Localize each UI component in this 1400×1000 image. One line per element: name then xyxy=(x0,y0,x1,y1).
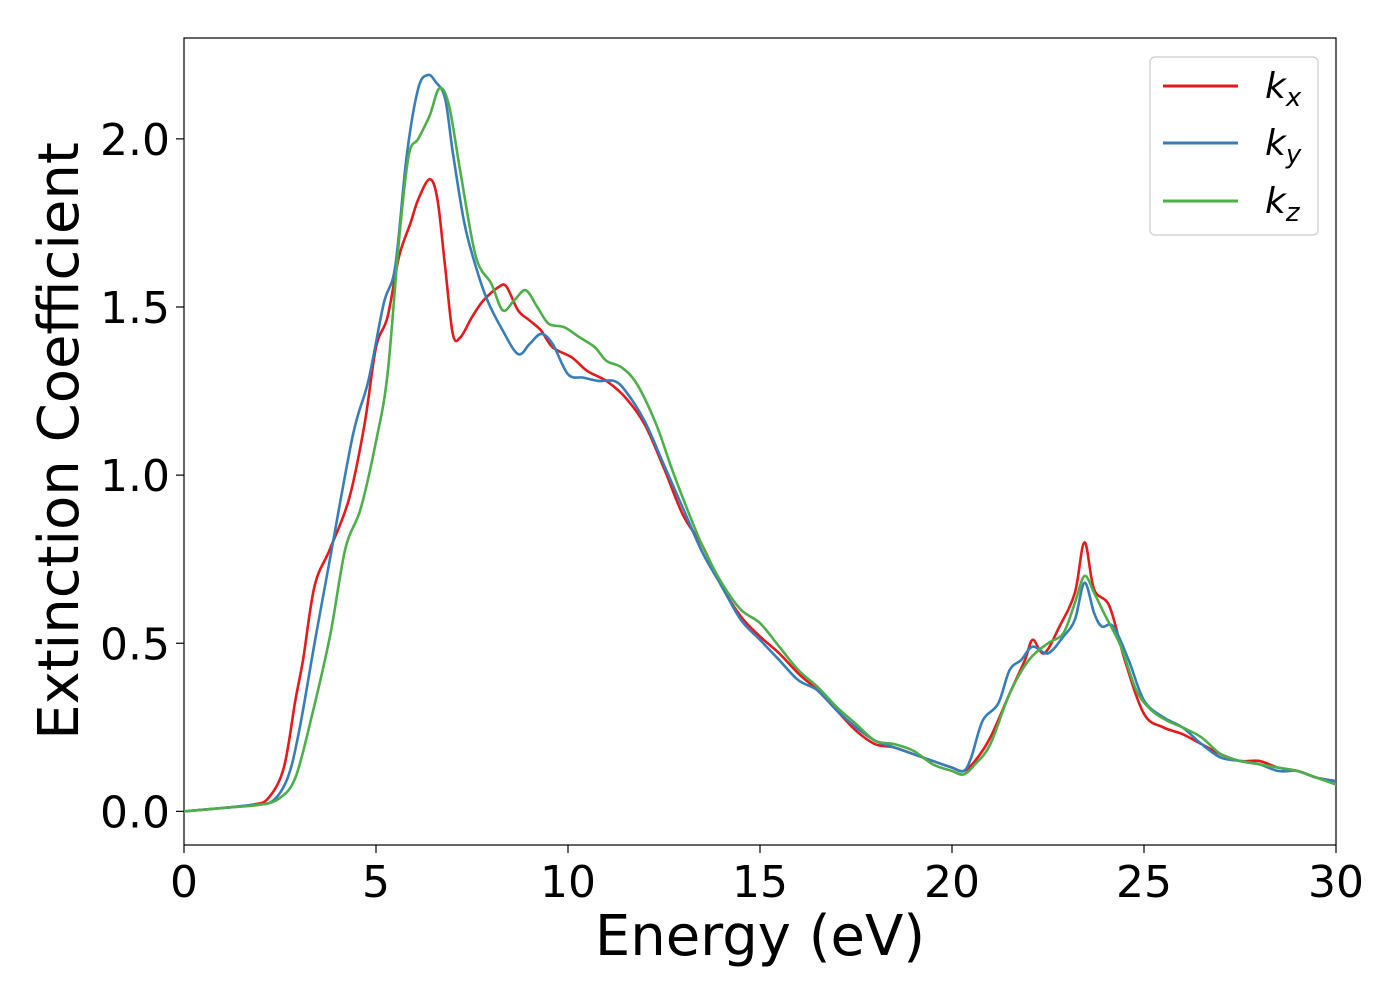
x-tick-label: 5 xyxy=(362,857,390,908)
series-layer xyxy=(184,73,1336,813)
legend-frame xyxy=(1149,56,1319,236)
y-axis-label: Extinction Coefficient xyxy=(27,142,92,740)
y-tick-label: 1.5 xyxy=(100,283,170,334)
x-tick-label: 0 xyxy=(170,857,198,908)
y-tick-label: 0.0 xyxy=(100,787,170,838)
x-tick-label: 25 xyxy=(1116,857,1172,908)
legend: kx ky kz xyxy=(1149,56,1319,236)
y-axis-ticks: 0.0 0.5 1.0 1.5 2.0 xyxy=(100,115,184,838)
x-axis-ticks: 0 5 10 15 20 25 30 xyxy=(170,845,1364,908)
y-tick-label: 1.0 xyxy=(100,451,170,502)
series-line-kz xyxy=(184,86,1336,813)
legend-label-kx: kx xyxy=(1265,66,1302,113)
legend-label-ky: ky xyxy=(1265,123,1302,170)
y-tick-label: 0.5 xyxy=(100,619,170,670)
x-tick-label: 15 xyxy=(732,857,788,908)
x-axis-label: Energy (eV) xyxy=(595,904,925,969)
y-tick-label: 2.0 xyxy=(100,115,170,166)
x-tick-label: 30 xyxy=(1308,857,1364,908)
legend-label-kz: kz xyxy=(1265,181,1301,228)
x-tick-label: 10 xyxy=(540,857,596,908)
x-tick-label: 20 xyxy=(924,857,980,908)
